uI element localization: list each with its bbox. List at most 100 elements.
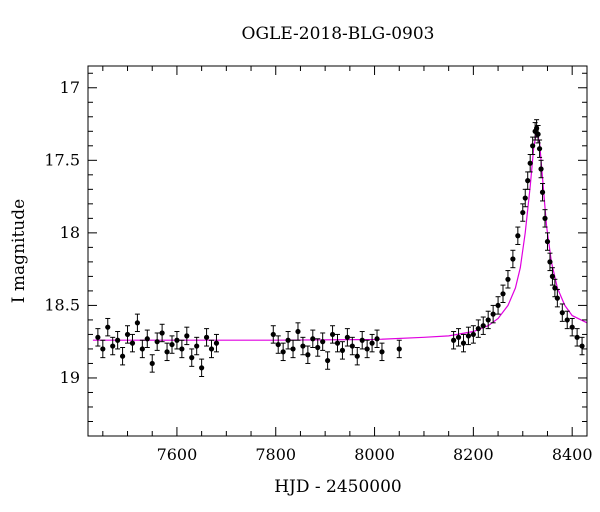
data-point [310, 336, 316, 342]
data-point [475, 326, 481, 332]
data-point [369, 340, 375, 346]
data-point [455, 334, 462, 340]
data-point [515, 233, 521, 239]
data-point [374, 336, 380, 342]
data-point [500, 291, 506, 297]
data-point [110, 343, 116, 349]
data-point [510, 256, 516, 262]
x-tick-label: 8000 [354, 445, 395, 464]
data-point [538, 166, 544, 172]
data-point [349, 343, 355, 349]
data-point [119, 353, 126, 359]
data-point [544, 238, 551, 245]
data-point [539, 189, 546, 195]
data-point [154, 339, 160, 345]
data-point [325, 357, 331, 364]
data-point [124, 331, 131, 338]
data-point [520, 209, 526, 216]
data-point [159, 330, 165, 336]
y-tick-label: 17.5 [44, 150, 80, 169]
chart-title: OGLE-2018-BLG-0903 [242, 24, 435, 44]
data-point [569, 324, 575, 330]
data-point [470, 331, 476, 338]
data-point [194, 343, 200, 349]
data-point [495, 302, 501, 309]
data-point [100, 346, 106, 352]
data-point [542, 215, 548, 221]
data-point [527, 160, 533, 166]
data-point [364, 346, 370, 352]
data-point [144, 336, 150, 342]
plot-area [92, 119, 588, 378]
data-point [549, 273, 556, 279]
data-point [270, 331, 276, 338]
data-point [184, 333, 190, 339]
data-point [139, 346, 145, 352]
data-point [559, 310, 565, 316]
data-point [174, 337, 180, 343]
data-point [579, 343, 585, 349]
y-tick-label: 19 [60, 368, 80, 387]
data-point [396, 346, 402, 352]
data-point [169, 341, 175, 348]
data-point [505, 276, 511, 282]
data-point [554, 295, 560, 301]
data-point [547, 259, 553, 265]
x-tick-label: 8200 [453, 445, 494, 464]
axis-ticks: 7600 7800 8000 8200 8400 17 17.5 18 18.5 19 [44, 66, 593, 464]
plot-frame [87, 65, 588, 437]
data-point [199, 365, 205, 371]
data-point [530, 143, 536, 149]
data-point [300, 343, 306, 349]
data-point [315, 344, 321, 351]
data-point [203, 334, 210, 340]
data-point [354, 353, 360, 359]
y-axis-label: I magnitude [9, 199, 29, 303]
data-point [164, 349, 170, 355]
data-point [379, 349, 385, 355]
data-point [320, 339, 326, 345]
data-point [339, 347, 346, 353]
data-point [451, 337, 457, 343]
y-tick-label: 18 [60, 223, 80, 242]
data-point [536, 146, 543, 152]
data-point [179, 346, 185, 352]
x-tick-label: 7800 [255, 445, 296, 464]
data-point [295, 328, 301, 335]
data-point [189, 355, 195, 361]
data-point [95, 334, 101, 340]
data-point [280, 349, 286, 355]
y-tick-label: 17 [60, 78, 80, 97]
data-point [522, 195, 528, 201]
data-point [134, 320, 141, 326]
y-tick-label: 18.5 [44, 295, 80, 314]
x-tick-label: 8400 [552, 445, 593, 464]
data-point [290, 346, 296, 352]
data-point [574, 334, 580, 340]
data-point [465, 333, 472, 339]
data-point [329, 331, 336, 338]
data-point [485, 317, 491, 323]
data-point [334, 340, 341, 346]
x-axis-label: HJD - 2450000 [274, 477, 402, 497]
data-point [535, 131, 541, 137]
data-point [105, 324, 111, 330]
data-point [208, 346, 215, 352]
data-point [213, 340, 220, 346]
data-point [460, 340, 467, 346]
data-point [285, 337, 291, 343]
data-point [344, 334, 350, 340]
x-tick-label: 7600 [157, 445, 198, 464]
data-point [115, 337, 121, 343]
data-point [359, 337, 365, 343]
data-point [275, 341, 281, 348]
data-point [480, 323, 486, 329]
data-point [564, 317, 570, 323]
model-curve [92, 131, 588, 341]
data-point [525, 178, 531, 184]
data-point [305, 352, 311, 358]
data-point [149, 360, 155, 367]
data-point [129, 340, 136, 346]
data-point [490, 311, 496, 317]
